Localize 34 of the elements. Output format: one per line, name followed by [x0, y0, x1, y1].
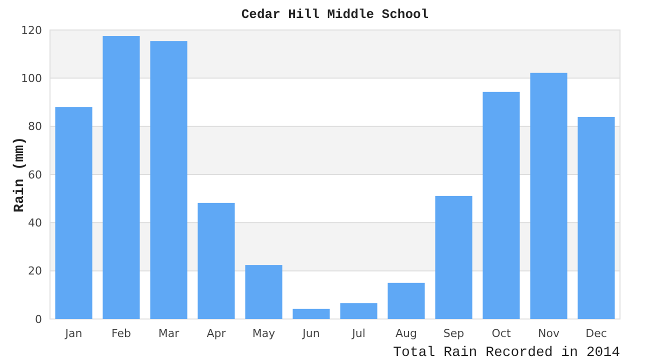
- chart-title: Cedar Hill Middle School: [241, 7, 429, 22]
- bar: [102, 36, 140, 319]
- bar: [388, 282, 425, 319]
- bar: [578, 116, 615, 319]
- x-tick-label: Apr: [206, 327, 226, 340]
- x-tick-label: Jul: [351, 327, 366, 340]
- bar: [482, 92, 520, 319]
- y-tick-label: 120: [21, 24, 42, 37]
- bar: [150, 41, 188, 319]
- bar: [340, 303, 378, 319]
- x-tick-label: Dec: [586, 327, 607, 340]
- bar: [198, 202, 235, 319]
- bar: [435, 196, 472, 319]
- x-axis-title: Total Rain Recorded in 2014: [393, 345, 620, 360]
- y-tick-label: 100: [21, 72, 42, 86]
- y-tick-label: 80: [28, 120, 42, 134]
- x-tick-label: Oct: [492, 327, 512, 340]
- x-tick-label: Aug: [396, 327, 417, 340]
- x-tick-label: Feb: [112, 327, 131, 340]
- y-tick-label: 40: [28, 216, 42, 230]
- bar: [530, 72, 568, 319]
- y-axis-title: Rain (mm): [12, 136, 28, 212]
- x-tick-label: Jun: [302, 327, 320, 340]
- x-tick-label: May: [252, 327, 276, 340]
- y-tick-label: 20: [28, 264, 42, 278]
- y-tick-label: 0: [35, 312, 42, 326]
- x-tick-label: Jan: [64, 327, 82, 340]
- bar: [245, 265, 282, 319]
- x-tick-label: Nov: [538, 327, 560, 340]
- x-tick-label: Mar: [158, 327, 180, 340]
- bar: [292, 308, 330, 319]
- bar: [55, 107, 92, 319]
- x-tick-label: Sep: [443, 327, 464, 340]
- y-tick-label: 60: [28, 168, 42, 182]
